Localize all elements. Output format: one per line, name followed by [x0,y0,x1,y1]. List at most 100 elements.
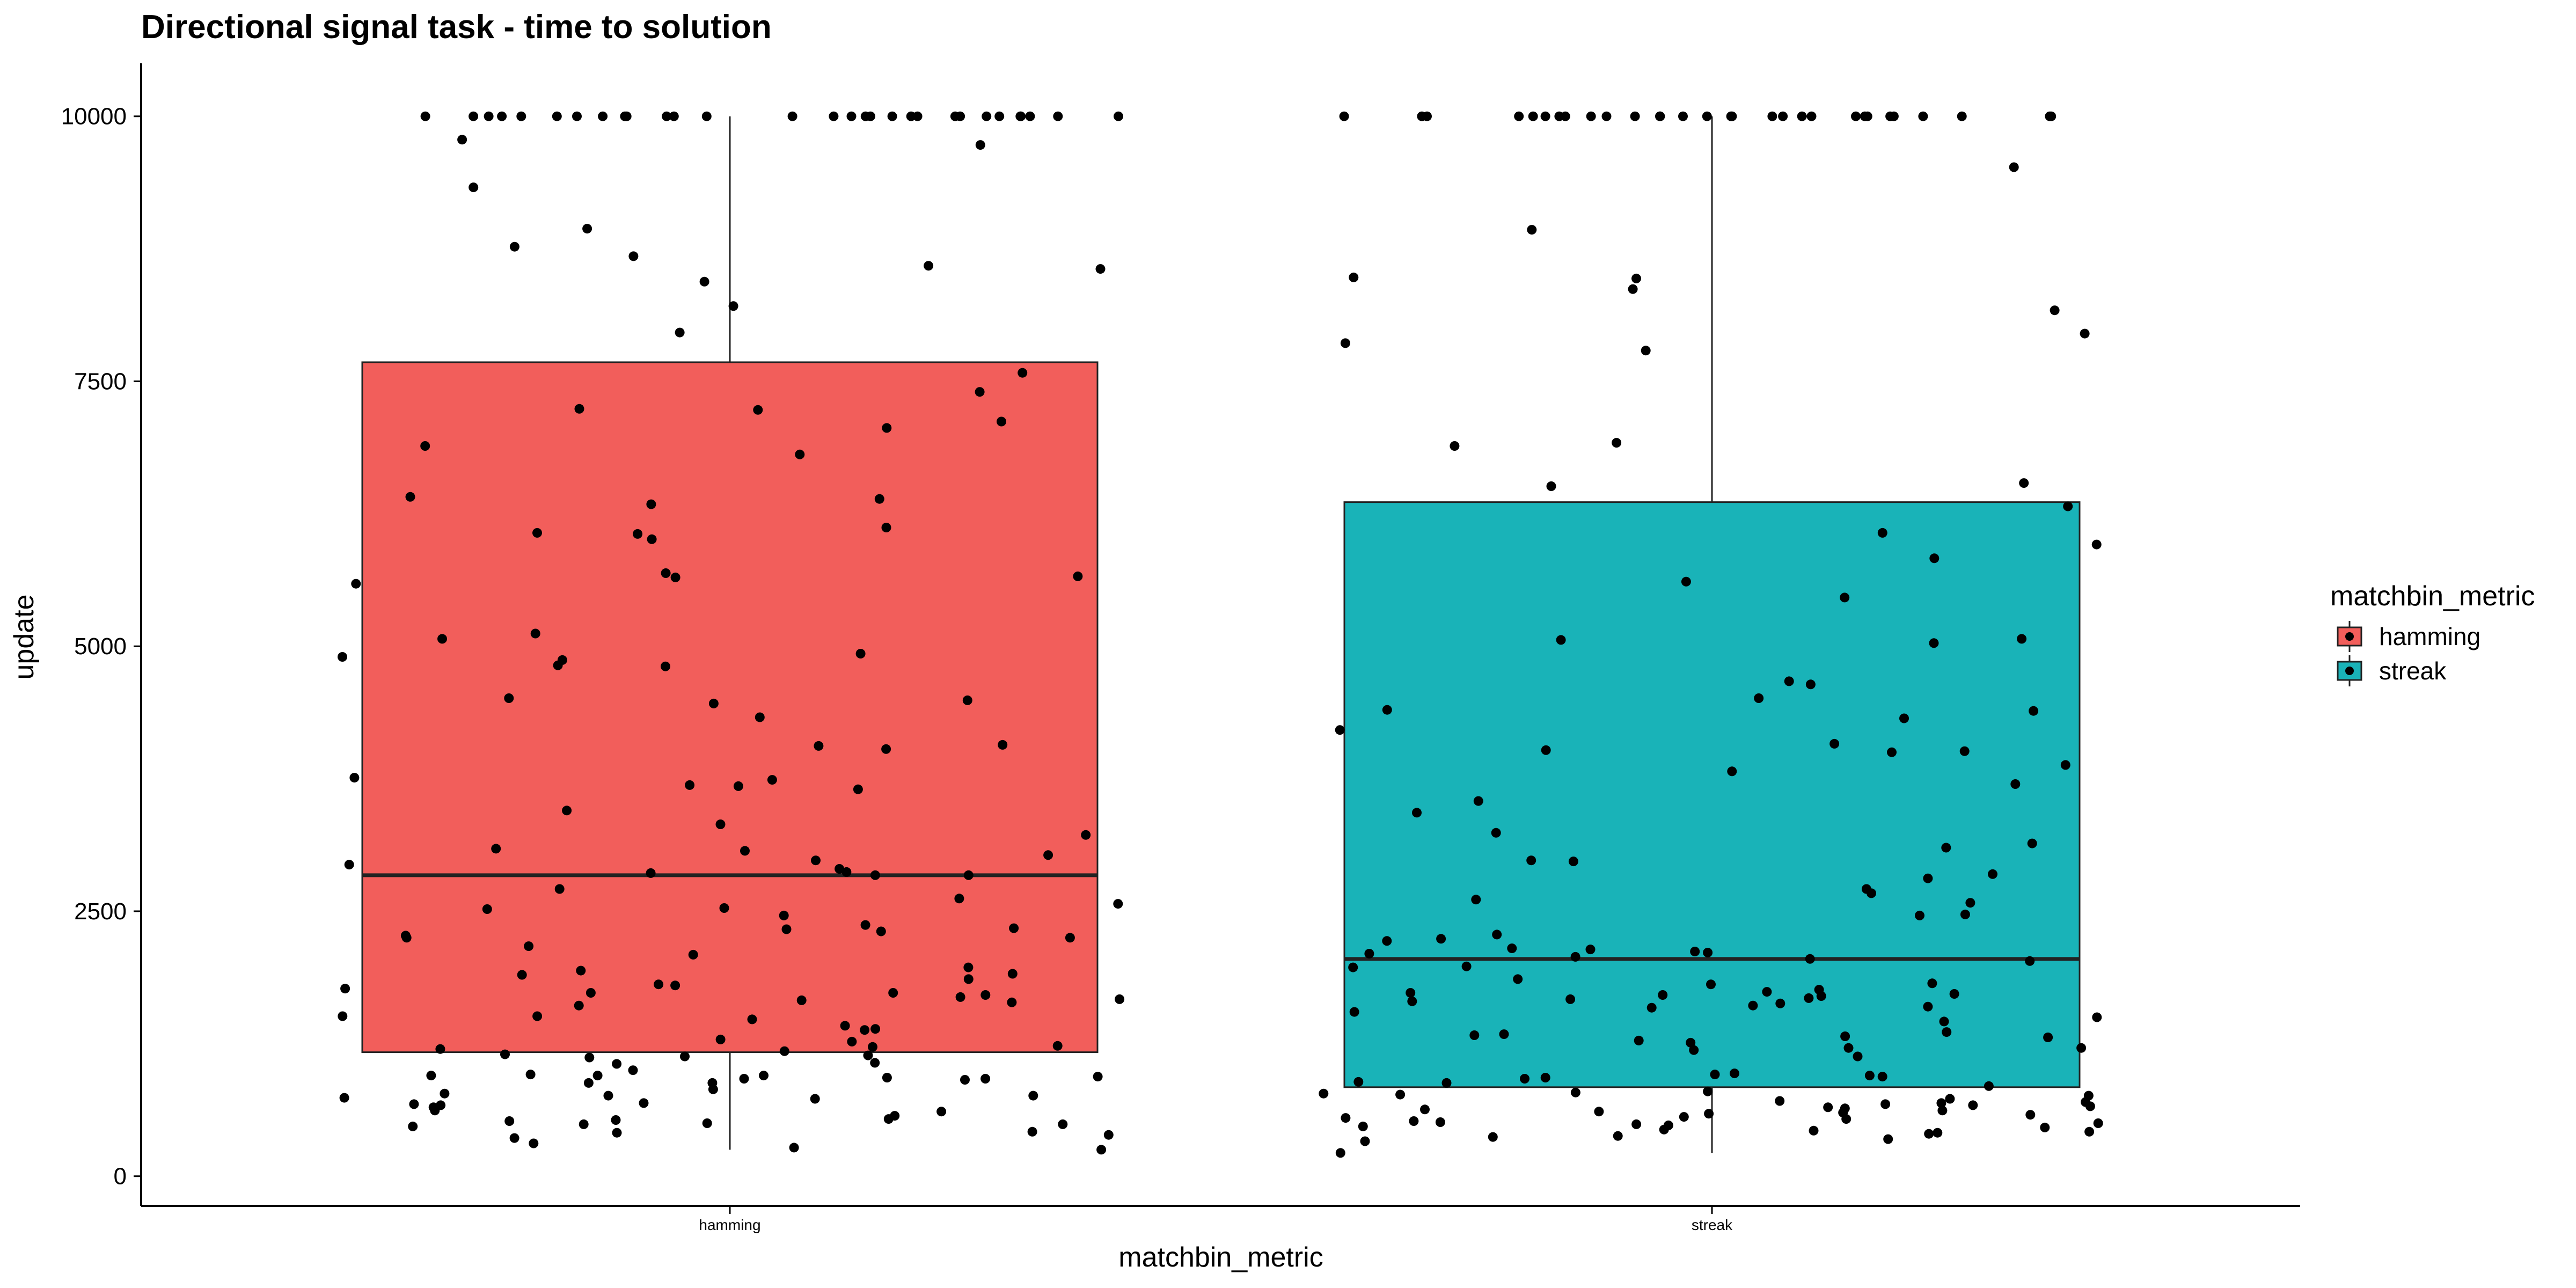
data-point [628,251,639,261]
data-point [1382,705,1392,715]
data-point [863,1050,873,1060]
data-point [1065,933,1075,943]
data-point [814,741,824,751]
data-point [1513,974,1523,984]
data-point [670,572,680,582]
data-point [1841,1114,1851,1124]
box-streak [1343,116,2081,1153]
data-point [795,449,805,459]
data-point [1018,368,1028,378]
data-point [582,224,592,234]
data-point [1585,945,1596,955]
data-point [1630,111,1640,121]
data-point [574,1000,584,1011]
data-point [1461,961,1472,971]
data-point [529,1138,539,1148]
data-point [1941,843,1951,853]
data-point [1880,1099,1891,1109]
data-point [883,1114,894,1124]
legend-item-hamming: hamming [2337,621,2480,652]
data-point [592,1071,603,1081]
data-point [2092,1012,2102,1022]
data-point [1319,1088,1329,1099]
data-point [779,1046,789,1056]
data-point [1933,1128,1943,1138]
data-point [1015,111,1026,121]
box-body [1343,501,2081,1088]
data-point [1797,111,1807,121]
data-point [1340,338,1350,348]
data-point [1806,111,1817,121]
data-point [646,868,656,878]
data-point [708,1084,718,1094]
data-point [1565,994,1576,1004]
legend-label: hamming [2379,623,2480,650]
data-point [887,111,897,121]
x-axis-title: matchbin_metric [1118,1242,1323,1273]
data-point [906,111,916,121]
data-point [1103,1130,1114,1140]
data-point [1612,438,1622,448]
data-point [811,855,821,866]
data-point [733,781,743,791]
data-point [1093,1072,1103,1082]
data-point [1412,808,1422,818]
data-point [401,933,412,943]
data-point [408,1121,418,1131]
data-point [1809,1125,1819,1136]
data-point [491,844,501,854]
data-point [1560,111,1570,121]
data-point [339,1093,349,1103]
data-point [1646,1002,1657,1013]
data-point [1706,979,1716,990]
data-point [574,404,584,414]
legend-key-box [2337,661,2362,681]
data-point [572,111,582,121]
data-point [2025,1110,2036,1120]
data-point [1007,997,1017,1007]
data-point [1514,111,1524,121]
data-point [469,182,479,193]
data-point [1395,1089,1406,1100]
data-point [779,910,789,920]
data-point [1420,1104,1430,1115]
data-point [1028,1091,1038,1101]
data-point [1929,638,1939,648]
data-point [740,846,750,856]
data-point [2027,838,2037,848]
data-point [430,1106,440,1116]
data-point [1686,1037,1696,1048]
data-point [860,1025,870,1035]
data-point [646,499,656,509]
data-point [1867,888,1876,898]
data-point [1613,1131,1623,1141]
data-point [1358,1121,1368,1131]
data-point [612,1059,622,1069]
data-point [1043,850,1053,860]
data-point [1915,910,1924,920]
data-point [612,1128,622,1138]
data-point [1436,934,1446,944]
data-point [1417,111,1427,121]
data-point [1689,1045,1699,1055]
data-point [876,926,886,936]
data-point [440,1088,450,1099]
data-point [860,920,870,930]
data-point [1409,1116,1419,1126]
x-tick-label: hamming [699,1217,760,1233]
data-point [2093,1118,2103,1128]
data-point [1382,936,1392,946]
data-point [924,261,934,271]
y-tick-label: 5000 [74,633,127,660]
box-body [361,361,1099,1053]
data-point [500,1049,510,1059]
data-point [1805,679,1816,690]
data-point [1526,855,1536,866]
data-point [554,884,565,894]
data-point [504,1116,515,1126]
data-point [699,276,709,287]
data-point [868,1042,877,1052]
data-point [633,529,643,539]
data-point [1095,264,1106,274]
